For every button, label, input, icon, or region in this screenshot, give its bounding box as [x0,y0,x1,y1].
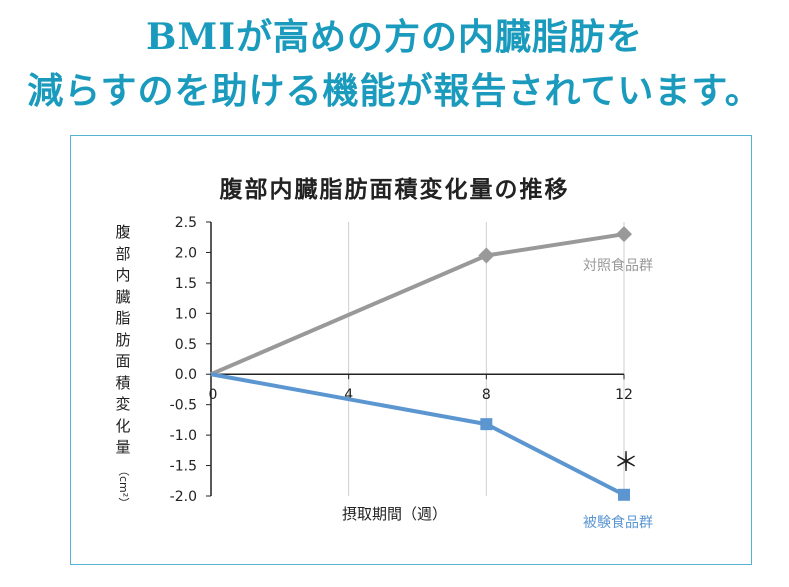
headline-line-1: BMIが高めの方の内臓脂肪を [145,16,644,58]
data-point-diamond [616,226,632,243]
y-tick-label: -0.5 [170,398,197,414]
headline-line-2: 減らすのを助ける機能が報告されています。 [27,70,762,112]
data-point-diamond [478,247,495,264]
significance-asterisk: ＊ [613,448,639,478]
y-axis-label-char: 積 [115,373,131,392]
y-tick-label: 0.5 [175,337,197,353]
y-axis-label-char: 臓 [115,287,131,306]
y-axis-label-char: 肪 [115,330,131,349]
y-tick-label: 0.0 [175,367,197,383]
y-axis-label-char: 変 [115,395,131,413]
x-axis-label: 摂取期間（週） [341,505,447,523]
y-tick-label: -2.0 [170,489,197,505]
x-tick-label: 8 [482,387,491,403]
y-axis-label-char: 腹 [115,223,131,241]
y-axis-label-char: 化 [115,416,131,435]
chart-frame [70,135,752,565]
data-point-square [480,418,493,431]
y-tick-label: -1.5 [170,459,197,475]
series-label-1: 被験食品群 [583,514,653,531]
y-axis-label-text: 腹部内臓脂肪面積変化量 [112,222,134,459]
series-line-0 [210,232,625,377]
series-line-1 [210,372,625,497]
chart-title: 腹部内臓脂肪面積変化量の推移 [219,177,570,203]
series-label-0: 対照食品群 [583,257,653,274]
y-tick-label: 2.0 [175,245,197,261]
x-tick-label: 12 [615,387,633,403]
y-tick-label: 2.5 [175,215,197,231]
y-tick-label: 1.0 [175,306,197,322]
y-axis-label-char: 面 [115,352,131,370]
y-axis-label-char: 部 [115,244,131,263]
y-axis-unit: （cm²） [117,464,130,508]
y-axis-label-char: 内 [115,266,131,284]
y-tick-label: -1.0 [170,428,197,444]
y-axis-label: 腹部内臓脂肪面積変化量 （cm²） [112,222,134,508]
x-tick-label: 0 [209,387,218,403]
y-tick-label: 1.5 [175,276,197,292]
data-point-square [618,488,630,501]
x-tick-label: 4 [344,387,353,403]
y-axis-label-char: 脂 [115,309,131,327]
y-axis-label-char: 量 [115,438,131,456]
